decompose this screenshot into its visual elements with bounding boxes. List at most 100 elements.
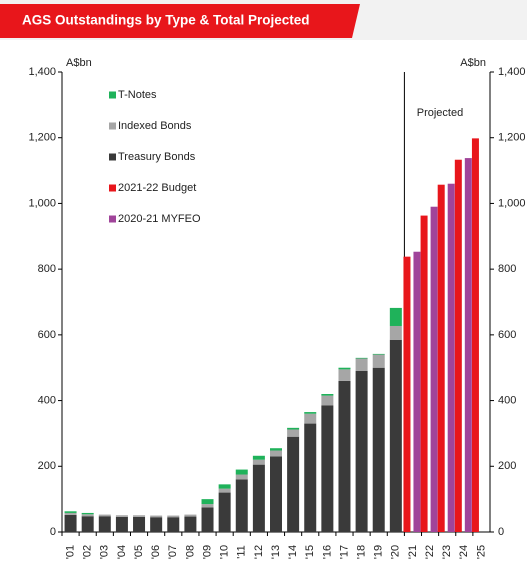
legend-label: 2021-22 Budget [118,182,196,194]
x-tick-label: '24 [458,545,470,559]
bar-segment [338,369,351,381]
bar-segment [64,511,77,513]
x-tick-label: '05 [133,545,145,559]
bar-segment [304,423,317,532]
y2-tick-label: 200 [498,460,516,472]
y-tick-label: 200 [38,460,56,472]
x-tick-label: '03 [99,545,111,559]
x-tick-label: '13 [270,545,282,559]
bar-segment [184,514,197,517]
y-tick-label: 1,200 [28,132,56,144]
bar-segment [304,413,317,424]
x-tick-label: '16 [321,545,333,559]
bar-segment [355,357,368,359]
bar-segment [218,488,231,493]
bar-segment [98,516,111,532]
bar-segment [98,514,111,517]
bar-segment [115,515,128,517]
bar-segment [321,394,334,396]
x-tick-label: '14 [287,545,299,559]
annotation: Projected [417,107,463,119]
bar-segment [252,464,265,532]
y-tick-label: 600 [38,329,56,341]
bar-segment [321,405,334,532]
bar [403,256,411,532]
y-axis-label: A$bn [66,57,92,69]
bar [454,159,462,532]
bar [437,184,445,532]
bar-segment [201,504,214,508]
x-tick-label: '19 [373,545,385,559]
y2-axis-label: A$bn [460,57,486,69]
bar-segment [235,469,248,475]
bar-segment [115,516,128,532]
bar [471,138,479,532]
bar-segment [372,354,385,368]
y2-tick-label: 1,400 [498,66,526,78]
legend-swatch [109,153,116,161]
legend-swatch [109,122,116,130]
bar [447,183,455,532]
legend-label: 2020-21 MYFEO [118,213,201,225]
bar-segment [389,325,402,340]
bar-segment [235,479,248,532]
bar-segment [235,474,248,480]
x-tick-label: '25 [475,545,487,559]
x-tick-label: '23 [441,545,453,559]
bar-segment [167,517,180,532]
bar-segment [184,516,197,532]
legend-label: T-Notes [118,89,157,101]
x-tick-label: '02 [82,545,94,559]
x-tick-label: '17 [338,545,350,559]
bar-segment [355,358,368,371]
bar [464,158,472,533]
y-tick-label: 1,000 [28,197,56,209]
chart-title: AGS Outstandings by Type & Total Project… [22,13,310,28]
bar-segment [201,499,214,505]
y-tick-label: 0 [50,526,56,538]
bar-segment [287,436,300,532]
y2-tick-label: 600 [498,329,516,341]
bar-segment [81,516,94,532]
bar-segment [389,339,402,532]
bar-segment [218,484,231,489]
x-tick-label: '04 [116,545,128,559]
bar-segment [133,515,146,517]
bar-segment [338,380,351,532]
y2-tick-label: 1,000 [498,197,526,209]
bar-segment [372,353,385,355]
y2-tick-label: 800 [498,263,516,275]
bar-segment [270,448,282,451]
bar-segment [287,429,300,437]
legend-label: Indexed Bonds [118,120,192,132]
bar-segment [389,307,402,326]
x-tick-label: '10 [219,545,231,559]
bar-segment [355,371,368,532]
legend-swatch [109,215,116,223]
bar-segment [287,427,300,430]
y-tick-label: 1,400 [28,66,56,78]
bar-segment [218,492,231,532]
legend-swatch [109,91,116,99]
bar-segment [304,412,317,414]
bar-segment [321,395,334,406]
x-tick-label: '12 [253,545,265,559]
bar-segment [133,516,146,532]
bar [420,215,428,533]
y-tick-label: 400 [38,394,56,406]
x-tick-label: '08 [184,545,196,559]
y2-tick-label: 400 [498,394,516,406]
bar-segment [270,456,282,532]
bar [430,206,438,532]
title-banner [0,4,360,38]
x-tick-label: '20 [390,545,402,559]
bar-segment [64,514,77,532]
legend-label: Treasury Bonds [118,151,196,163]
bar-segment [252,459,265,465]
x-tick-label: '11 [236,545,248,559]
bar-segment [81,512,94,515]
bar-segment [338,367,351,370]
bar-segment [64,512,77,515]
x-tick-label: '18 [356,545,368,559]
